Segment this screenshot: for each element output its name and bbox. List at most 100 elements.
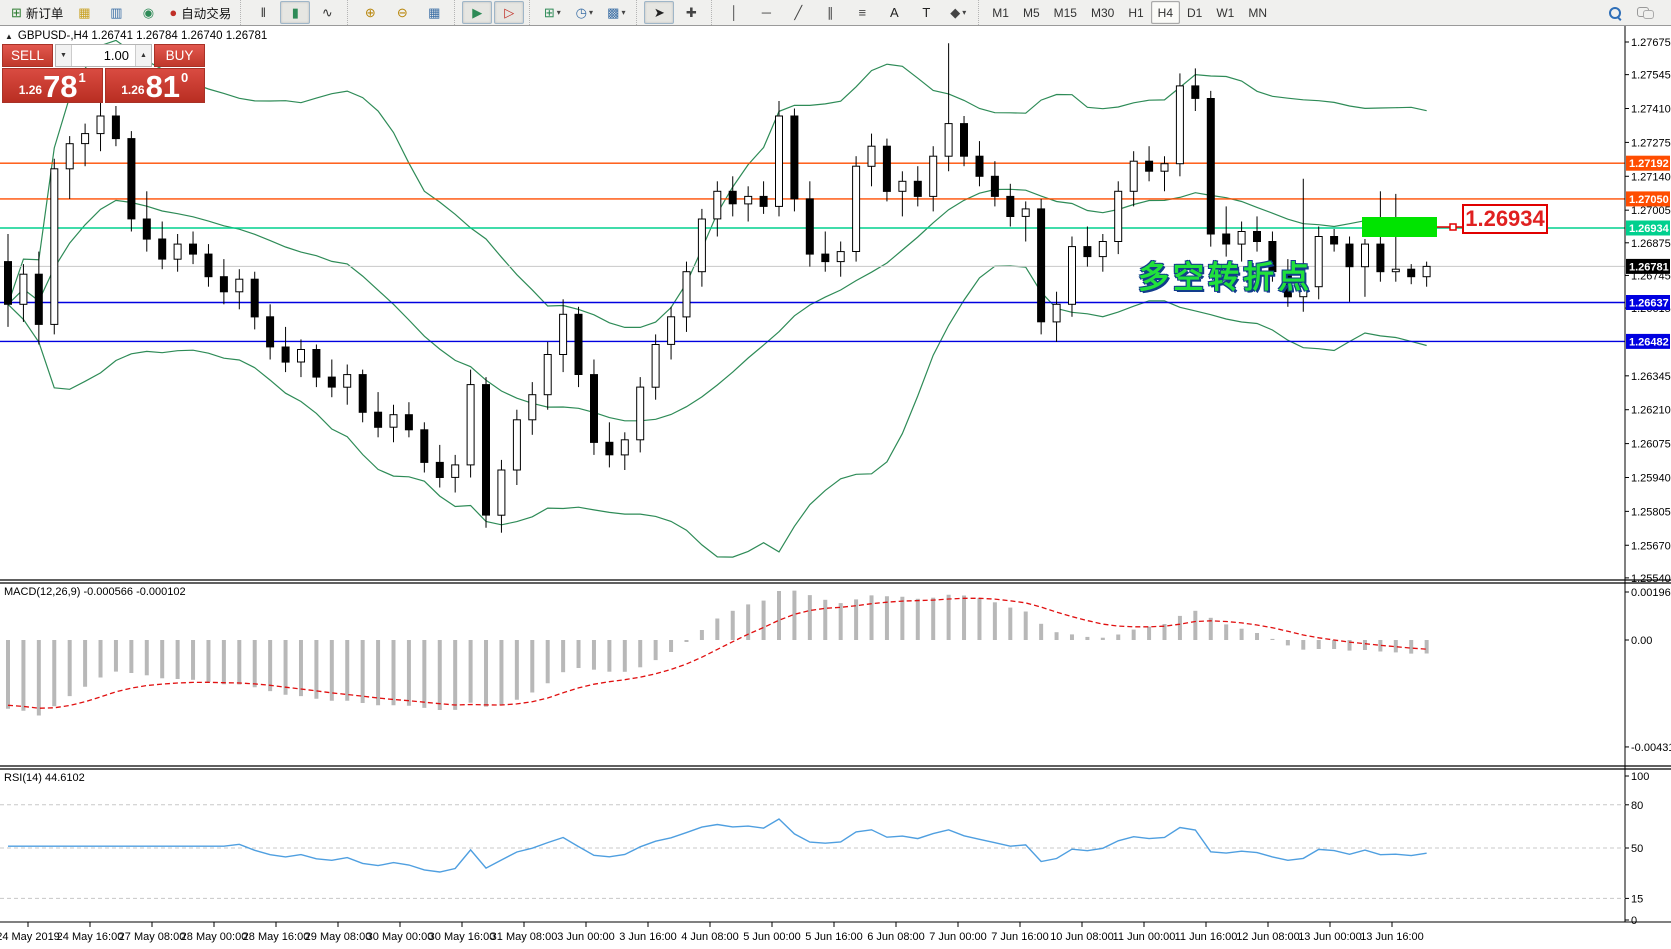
volume-decrease-button[interactable]: ▼ [56, 45, 72, 66]
bear-candle [1083, 246, 1092, 258]
bar-chart-button[interactable]: ‖ [248, 1, 278, 24]
new-chart-button[interactable]: ⊞ ▾ [537, 1, 567, 24]
bull-candle [512, 419, 521, 471]
bear-candle [4, 261, 12, 305]
timeframe-m30[interactable]: M30 [1090, 5, 1115, 20]
macd-panel [6, 590, 1429, 716]
new-order-icon: ⊞ [11, 5, 22, 20]
bear-candle [1037, 208, 1046, 323]
bull-candle [19, 273, 28, 305]
candlestick-chart-button[interactable]: ▮ [280, 1, 311, 24]
file-group: ⊞ 新订单 ▦ ▥ ◉ ● 自动交易 [0, 0, 240, 25]
fibonacci-button[interactable]: ≡ [847, 1, 877, 24]
volume-increase-button[interactable]: ▲ [135, 45, 151, 66]
profiles-button[interactable]: ◷ ▾ [569, 1, 599, 24]
gold-bar-icon: ▦ [78, 5, 91, 20]
candlestick-icon: ▮ [291, 5, 299, 20]
chevron-down-icon[interactable]: ▾ [621, 8, 626, 17]
cursor-button[interactable]: ➤ [644, 1, 675, 24]
tile-windows-button[interactable]: ▦ [419, 1, 449, 24]
buy-price-small: 1.26 [121, 83, 145, 97]
sell-button[interactable]: SELL [2, 44, 53, 67]
bull-candle [1160, 163, 1169, 172]
text-button[interactable]: A [879, 1, 909, 24]
bear-candle [420, 429, 429, 463]
bull-candle [1237, 231, 1246, 245]
chart-shift-button[interactable]: ▷ [494, 1, 525, 24]
timeframe-w1[interactable]: W1 [1216, 5, 1235, 20]
bull-candle [65, 143, 74, 170]
buy-price-button[interactable]: 1.26 81 0 [104, 68, 205, 104]
zoom-out-button[interactable]: ⊖ [387, 1, 417, 24]
timeframe-h1[interactable]: H1 [1128, 5, 1144, 20]
bull-candle [81, 133, 90, 145]
toolbar: ⊞ 新订单 ▦ ▥ ◉ ● 自动交易 ‖ ▮ ∿ ⊕ ⊖ ▦ ▶ ▷ ⊞ ▾ ◷ ▾ ▩ ▾ ➤ ✚ │ ─ ╱ ∥ ≡ A T ◆ ▾ M1 M… [0, 0, 1671, 26]
bear-candle [1006, 195, 1015, 217]
price-callout-label[interactable]: 1.26934 [1462, 204, 1548, 234]
text-label-button[interactable]: T [911, 1, 941, 24]
equidistant-channel-button[interactable]: ∥ [815, 1, 845, 24]
auto-trading-button[interactable]: ● 自动交易 [165, 1, 235, 24]
bear-candle [250, 278, 259, 318]
bull-candle [929, 155, 938, 197]
date-label: 11 Jun 16:00 [1175, 931, 1238, 943]
bull-candle [1021, 208, 1030, 217]
axis-tick-label: -0.004312 [1631, 742, 1671, 754]
bull-candle [173, 243, 182, 260]
vertical-line-button[interactable]: │ [719, 1, 749, 24]
bear-candle [482, 384, 490, 516]
bull-candle [543, 354, 552, 396]
date-label: 7 Jun 16:00 [991, 931, 1049, 943]
sell-price-small: 1.26 [18, 83, 43, 97]
buy-button[interactable]: BUY [154, 44, 205, 67]
volume-input[interactable] [72, 45, 135, 66]
trendline-button[interactable]: ╱ [783, 1, 813, 24]
market-watch-button[interactable]: ▦ [69, 1, 99, 24]
volume-stepper: ▼ ▲ [55, 44, 152, 67]
crosshair-button[interactable]: ✚ [676, 1, 706, 24]
callout-anchor-icon[interactable] [1449, 223, 1457, 231]
bull-candle [1114, 190, 1123, 243]
timeframe-m15[interactable]: M15 [1053, 5, 1077, 20]
zoom-in-button[interactable]: ⊕ [355, 1, 385, 24]
bear-candle [266, 316, 275, 348]
bear-candle [358, 374, 367, 413]
timeframe-d1[interactable]: D1 [1187, 5, 1203, 20]
axis-tick-label: 1.27545 [1631, 70, 1671, 82]
timeframe-m1[interactable]: M1 [992, 5, 1009, 20]
turning-point-annotation[interactable]: 多空转折点 [1138, 260, 1313, 295]
auto-scroll-button[interactable]: ▶ [462, 1, 493, 24]
rsi-line [8, 818, 1427, 873]
bear-candle [327, 376, 336, 388]
chat-icon[interactable] [1637, 7, 1654, 19]
bull-candle [497, 469, 506, 516]
timeframe-mn[interactable]: MN [1248, 5, 1268, 20]
timeframe-h4[interactable]: H4 [1150, 1, 1181, 24]
chevron-down-icon[interactable]: ▾ [588, 8, 593, 17]
price-badge [1626, 333, 1670, 349]
collapse-triangle-icon[interactable]: ▲ [5, 31, 13, 41]
chart-type-group: ‖ ▮ ∿ [240, 0, 347, 25]
bear-candle [204, 253, 213, 278]
templates-button[interactable]: ▩ ▾ [601, 1, 631, 24]
sell-price-button[interactable]: 1.26 78 1 [2, 68, 103, 103]
signal-button[interactable]: ◉ [133, 1, 163, 24]
new-order-button[interactable]: ⊞ 新订单 [7, 1, 67, 24]
sell-price-big: 78 [43, 68, 78, 104]
buy-price-big: 81 [145, 68, 181, 104]
arrow-cursor-icon: ➤ [653, 5, 665, 20]
timeframe-m5[interactable]: M5 [1022, 5, 1040, 20]
highlight-rectangle[interactable] [1362, 217, 1437, 237]
price-badges: 1.27192 1.27050 1.26934 1.26781 1.26637 1.264… [1626, 155, 1670, 349]
chevron-down-icon[interactable]: ▾ [556, 8, 561, 17]
bull-candle [682, 271, 691, 318]
charts-window-button[interactable]: ▥ [101, 1, 131, 24]
date-label: 27 May 08:00 [119, 931, 186, 943]
search-icon[interactable] [1609, 6, 1622, 21]
chevron-down-icon[interactable]: ▾ [962, 8, 967, 17]
candlesticks [4, 43, 1431, 533]
arrows-button[interactable]: ◆ ▾ [943, 1, 973, 24]
line-chart-button[interactable]: ∿ [312, 1, 342, 24]
horizontal-line-button[interactable]: ─ [751, 1, 781, 24]
